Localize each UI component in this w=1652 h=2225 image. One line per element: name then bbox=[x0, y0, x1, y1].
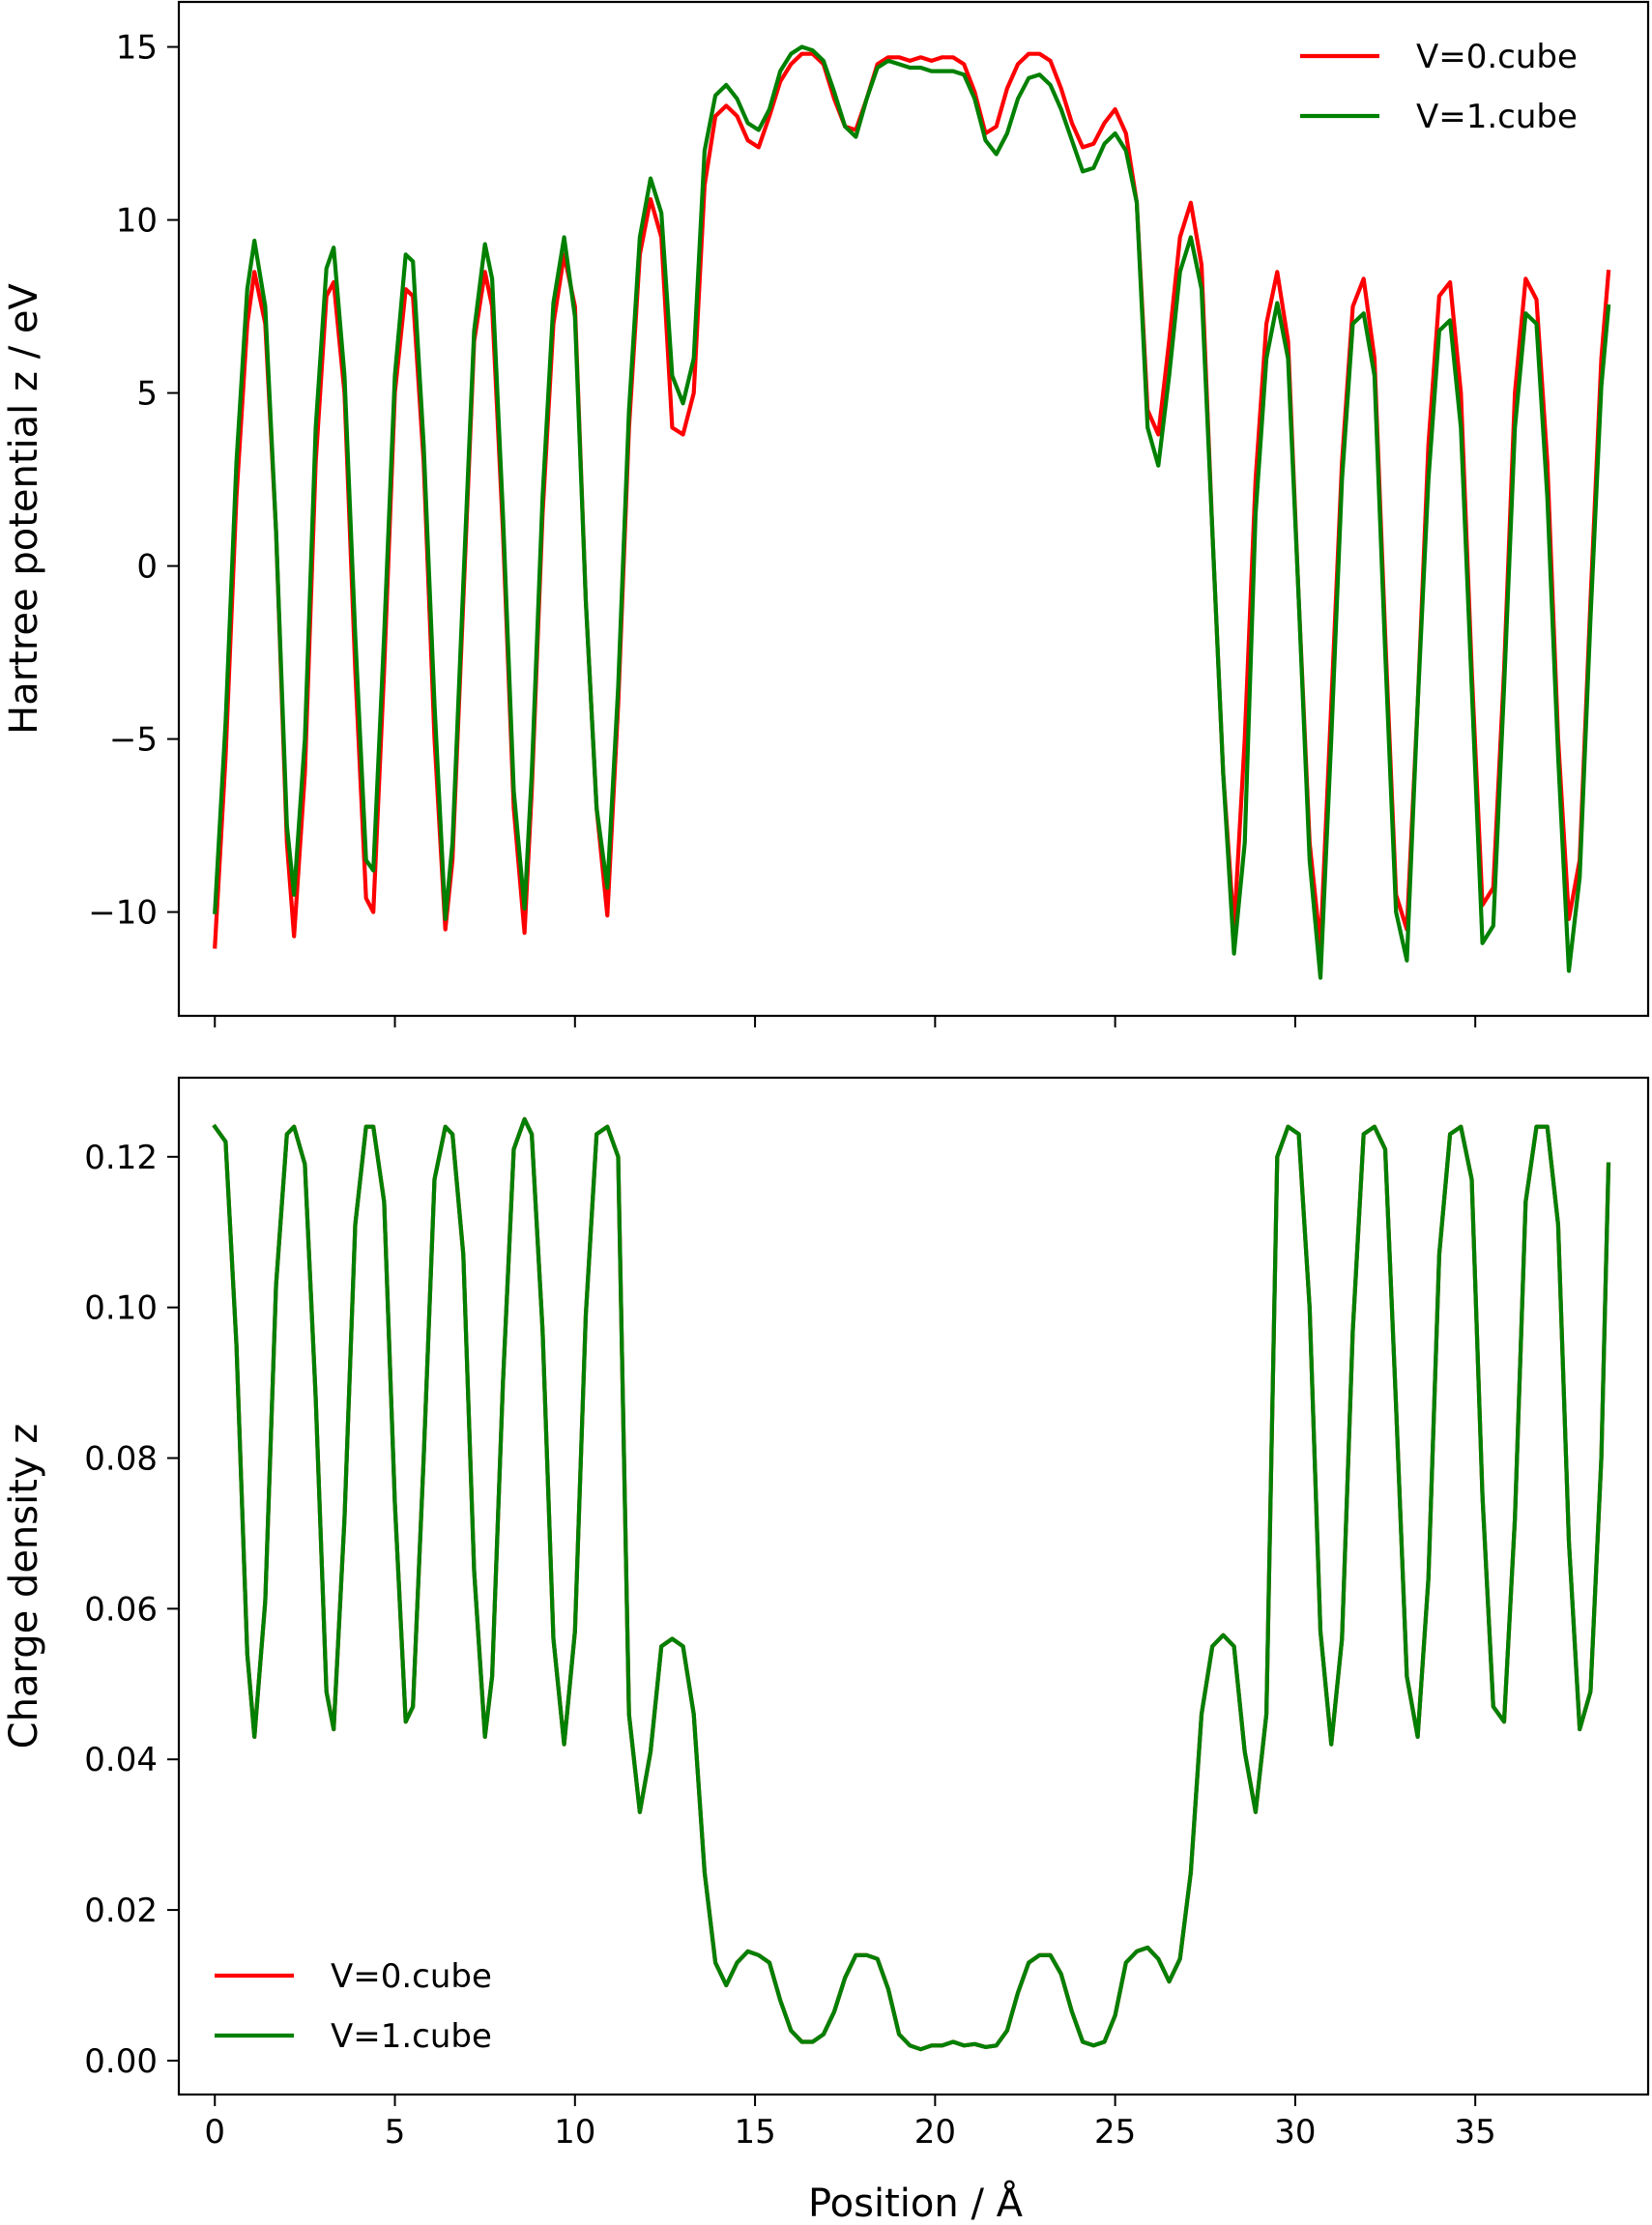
series-line-1 bbox=[212, 1116, 1611, 2052]
y-tick-label: 10 bbox=[116, 202, 158, 241]
y-axis-title: Charge density z bbox=[2, 1424, 46, 1749]
y-tick-label: 5 bbox=[136, 375, 158, 414]
y-tick-label: 0 bbox=[136, 548, 158, 587]
legend-label-1: V=0.cube bbox=[331, 1957, 492, 1996]
x-tick-label: 25 bbox=[1094, 2113, 1136, 2152]
x-tick-label: 0 bbox=[204, 2113, 225, 2152]
y-tick-label: 0.10 bbox=[84, 1289, 158, 1328]
axes-frame bbox=[177, 1076, 1650, 2096]
x-tick-label: 20 bbox=[914, 2113, 956, 2152]
y-tick-label: −10 bbox=[88, 894, 158, 933]
y-tick-label: 0.00 bbox=[84, 2042, 158, 2081]
x-tick-label: 15 bbox=[734, 2113, 775, 2152]
chart-1: −10 −5 0 5 10 15 Hartree potential z / eV V=0.c… bbox=[2, 0, 1650, 1027]
x-axis-title: Position / Å bbox=[808, 2180, 1024, 2225]
legend-label-2: V=1.cube bbox=[1416, 98, 1578, 136]
series-line-2 bbox=[212, 1116, 1611, 2052]
x-tick-label: 5 bbox=[385, 2113, 406, 2152]
y-tick-label: 0.06 bbox=[84, 1590, 158, 1629]
axes-frame bbox=[177, 0, 1650, 1018]
chart-2: 0 5 10 15 20 25 30 35 0.00 0.02 0.04 0.06 0.08 0.10 0.… bbox=[2, 1076, 1650, 2225]
y-axis-title: Hartree potential z / eV bbox=[2, 283, 46, 735]
x-tick-label: 35 bbox=[1455, 2113, 1496, 2152]
legend: V=0.cube V=1.cube bbox=[1300, 38, 1578, 136]
series-line-1 bbox=[213, 51, 1611, 949]
y-tick-label: 15 bbox=[116, 29, 158, 68]
x-tick-label: 10 bbox=[554, 2113, 595, 2152]
y-tick-label: 0.08 bbox=[84, 1440, 158, 1479]
legend-label-2: V=1.cube bbox=[331, 2017, 492, 2056]
series-line-2 bbox=[213, 44, 1611, 980]
y-tick-label: 0.02 bbox=[84, 1892, 158, 1930]
x-tick-label: 30 bbox=[1274, 2113, 1316, 2152]
legend: V=0.cube V=1.cube bbox=[215, 1957, 492, 2056]
y-tick-label: −5 bbox=[109, 721, 158, 760]
legend-label-1: V=0.cube bbox=[1416, 38, 1578, 76]
y-tick-label: 0.04 bbox=[84, 1741, 158, 1779]
y-tick-label: 0.12 bbox=[84, 1139, 158, 1177]
